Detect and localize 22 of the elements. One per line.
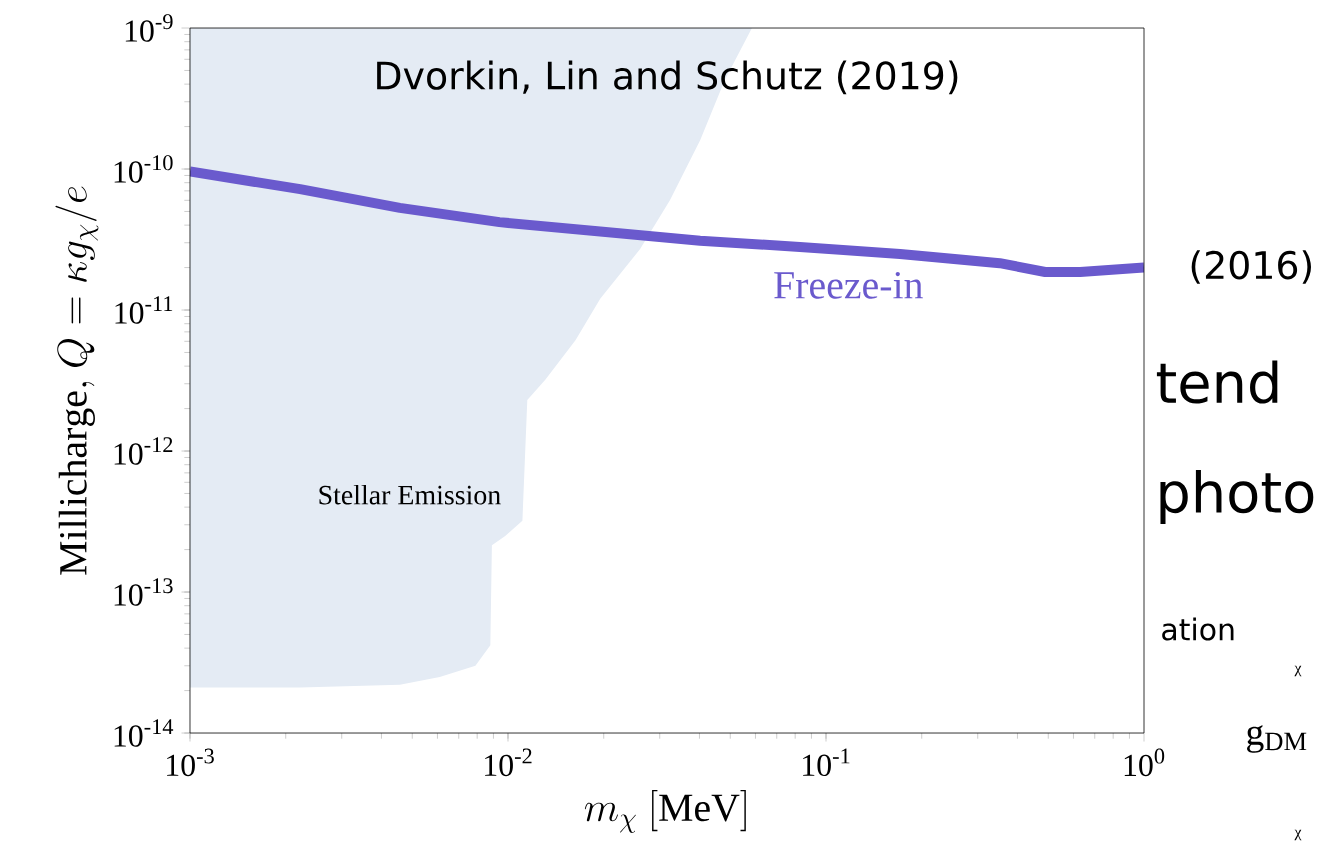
text: χ [1294, 829, 1302, 841]
series-label: Freeze-in [774, 271, 923, 299]
text: Dvorkin, Lin and Schutz (2019) [377, 60, 958, 95]
y-tick-label: 10$^{-12}$ [114, 437, 173, 465]
text: χ [1294, 665, 1302, 677]
text: g$_{DM}$ [1247, 725, 1307, 753]
y-tick-label: 10$^{-9}$ [125, 14, 173, 42]
y-axis-title: $\mathrm{Millicharge,}\ Q = \kappa g_\chi/e$ [55, 186, 99, 575]
y-tick-label: 10$^{-10}$ [114, 155, 173, 183]
y-tick-label: 10$^{-13}$ [114, 578, 173, 606]
text: (2016) [1191, 250, 1311, 284]
text: ation [1162, 617, 1234, 641]
x-axis-title: $m_\chi\ [\mathrm{MeV}]$ [584, 789, 746, 833]
annotation: Stellar Emission [319, 484, 501, 505]
x-tick-label: 10$^{-1}$ [803, 748, 850, 777]
x-tick-label: 10$^{-2}$ [485, 748, 532, 777]
x-tick-label: 10$^{-3}$ [167, 748, 214, 777]
y-tick-label: 10$^{-11}$ [115, 296, 173, 324]
text: photo [1160, 470, 1314, 524]
text: tend [1156, 360, 1278, 404]
x-tick-label: 10$^{0}$ [1124, 748, 1165, 777]
y-tick-label: 10$^{-14}$ [114, 719, 174, 747]
